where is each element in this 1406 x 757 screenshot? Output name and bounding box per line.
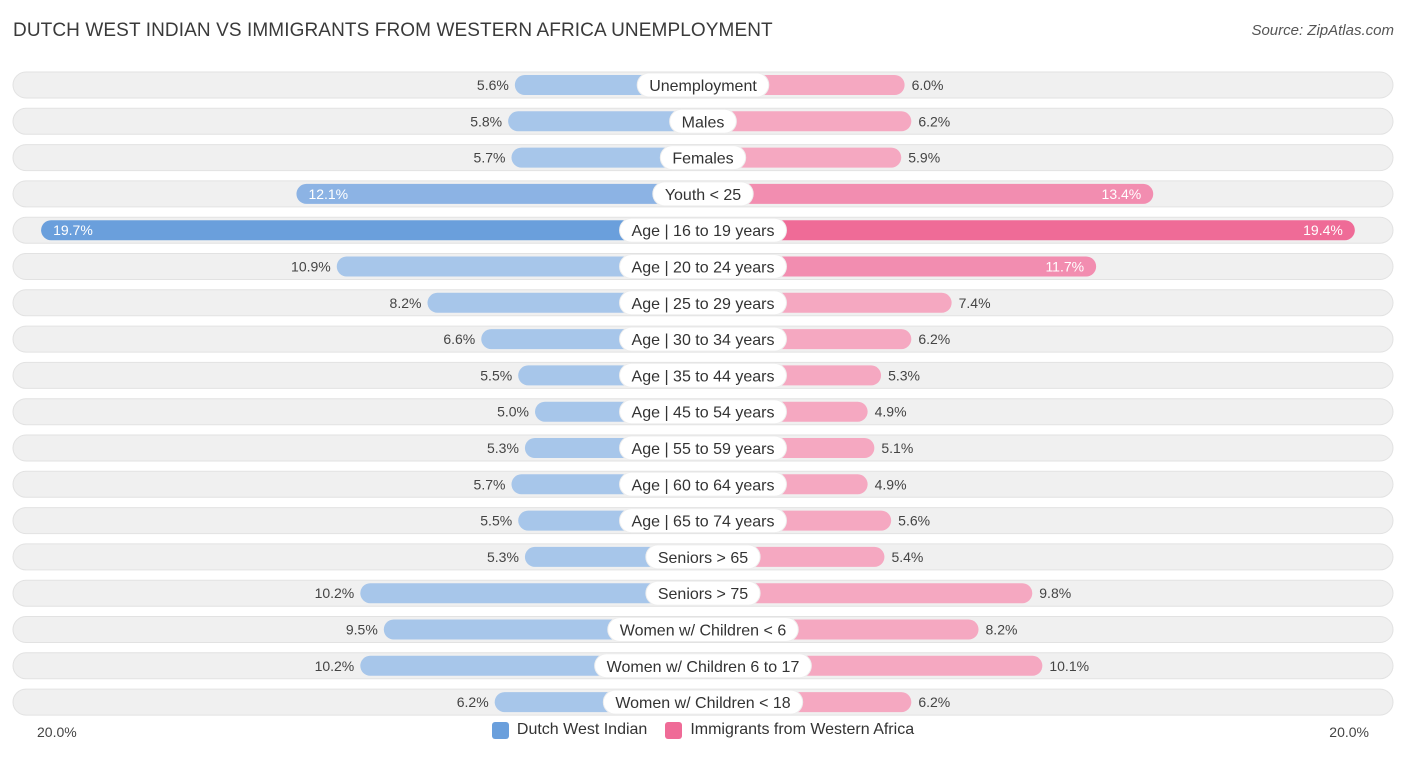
value-label-immigrants-western-africa: 13.4% (1102, 186, 1142, 202)
legend: Dutch West Indian Immigrants from Wester… (0, 721, 1406, 739)
category-pill (652, 181, 754, 207)
category-label: Age | 60 to 64 years (632, 477, 775, 494)
value-label-dutch-west-indian: 5.7% (474, 476, 506, 492)
category-pill (619, 508, 787, 534)
category-pill (619, 471, 787, 497)
category-label: Females (672, 151, 733, 168)
source-credit: Source: ZipAtlas.com (1251, 22, 1394, 39)
value-label-dutch-west-indian: 6.6% (443, 331, 475, 347)
category-pill (645, 580, 761, 606)
category-pill (659, 145, 747, 171)
bar-immigrants-western-africa (703, 111, 912, 132)
category-label: Unemployment (649, 78, 757, 95)
legend-swatch-immigrants-western-africa (665, 721, 683, 739)
value-label-dutch-west-indian: 5.5% (480, 513, 512, 529)
category-label: Youth < 25 (665, 187, 741, 204)
value-label-dutch-west-indian: 9.5% (346, 622, 378, 638)
value-label-immigrants-western-africa: 5.6% (898, 513, 930, 529)
value-label-immigrants-western-africa: 19.4% (1303, 222, 1343, 238)
category-label: Seniors > 75 (658, 586, 748, 603)
value-label-immigrants-western-africa: 10.1% (1049, 658, 1089, 674)
category-pill (619, 362, 787, 388)
category-label: Age | 35 to 44 years (632, 368, 775, 385)
category-label: Males (682, 114, 725, 131)
category-pill (619, 399, 787, 425)
category-label: Age | 30 to 34 years (632, 332, 775, 349)
value-label-immigrants-western-africa: 5.4% (891, 549, 923, 565)
category-label: Women w/ Children < 18 (615, 695, 790, 712)
value-label-dutch-west-indian: 5.8% (470, 113, 502, 129)
bar-dutch-west-indian (511, 147, 703, 168)
category-pill (607, 617, 799, 642)
value-label-dutch-west-indian: 5.6% (477, 77, 509, 93)
legend-label-dutch-west-indian: Dutch West Indian (516, 721, 648, 738)
category-label: Seniors > 65 (658, 550, 748, 567)
category-pill (669, 108, 737, 134)
legend-label-immigrants-western-africa: Immigrants from Western Africa (690, 721, 915, 738)
value-label-dutch-west-indian: 5.7% (474, 150, 506, 166)
value-label-immigrants-western-africa: 6.2% (918, 331, 950, 347)
value-label-dutch-west-indian: 8.2% (390, 295, 422, 311)
value-label-immigrants-western-africa: 8.2% (986, 622, 1018, 638)
category-pill (645, 544, 761, 570)
value-label-immigrants-western-africa: 6.0% (912, 77, 944, 93)
value-label-immigrants-western-africa: 11.7% (1045, 259, 1084, 275)
legend-item-immigrants-western-africa[interactable]: Immigrants from Western Africa (665, 721, 914, 739)
value-label-dutch-west-indian: 10.2% (315, 658, 355, 674)
category-pill (619, 217, 787, 243)
value-label-immigrants-western-africa: 4.9% (875, 404, 907, 420)
value-label-immigrants-western-africa: 5.1% (881, 440, 913, 456)
value-label-immigrants-western-africa: 9.8% (1039, 585, 1071, 601)
value-label-dutch-west-indian: 5.0% (497, 404, 529, 420)
category-pill (636, 72, 770, 98)
value-label-dutch-west-indian: 19.7% (53, 222, 93, 238)
category-pill (602, 689, 804, 715)
legend-swatch-dutch-west-indian (491, 721, 509, 739)
category-label: Age | 65 to 74 years (632, 514, 775, 531)
category-label: Age | 25 to 29 years (632, 296, 775, 313)
bar-immigrants-western-africa (703, 220, 1355, 241)
value-label-dutch-west-indian: 5.3% (487, 549, 519, 565)
value-label-immigrants-western-africa: 6.2% (918, 694, 950, 710)
category-pill (619, 326, 787, 352)
category-pill (619, 290, 787, 316)
value-label-immigrants-western-africa: 7.4% (959, 295, 991, 311)
category-pill (619, 254, 787, 279)
chart-title: DUTCH WEST INDIAN VS IMMIGRANTS FROM WES… (13, 20, 773, 41)
bar-dutch-west-indian (336, 256, 703, 277)
value-label-immigrants-western-africa: 4.9% (875, 476, 907, 492)
value-label-immigrants-western-africa: 5.3% (888, 367, 920, 383)
value-label-dutch-west-indian: 6.2% (457, 694, 489, 710)
category-pill (619, 435, 787, 461)
value-label-dutch-west-indian: 10.2% (315, 585, 355, 601)
bar-immigrants-western-africa (703, 147, 902, 168)
value-label-dutch-west-indian: 5.3% (487, 440, 519, 456)
value-label-dutch-west-indian: 10.9% (291, 259, 331, 275)
bar-dutch-west-indian (296, 183, 703, 204)
bar-dutch-west-indian (360, 583, 703, 604)
category-label: Age | 55 to 59 years (632, 441, 775, 458)
diverging-bar-chart: 5.6% 6.0% Unemployment 5.8% 6.2% Males 5.7% 5.9… (12, 71, 1394, 716)
bar-immigrants-western-africa (703, 256, 1097, 277)
value-label-immigrants-western-africa: 5.9% (908, 150, 940, 166)
value-label-dutch-west-indian: 12.1% (308, 186, 348, 202)
category-pill (594, 653, 812, 679)
value-label-immigrants-western-africa: 6.2% (918, 113, 950, 129)
category-label: Women w/ Children < 6 (620, 623, 787, 640)
bar-dutch-west-indian (508, 111, 703, 132)
bar-immigrants-western-africa (703, 583, 1033, 604)
category-label: Age | 20 to 24 years (632, 260, 775, 277)
category-label: Age | 45 to 54 years (632, 405, 775, 422)
legend-item-dutch-west-indian[interactable]: Dutch West Indian (491, 721, 648, 739)
bar-immigrants-western-africa (703, 183, 1154, 204)
axis-label-left: 20.0% (37, 724, 77, 740)
category-label: Women w/ Children 6 to 17 (607, 659, 800, 676)
axis-label-right: 20.0% (1329, 724, 1369, 740)
value-label-dutch-west-indian: 5.5% (480, 367, 512, 383)
category-label: Age | 16 to 19 years (632, 223, 775, 240)
bar-dutch-west-indian (41, 220, 703, 241)
